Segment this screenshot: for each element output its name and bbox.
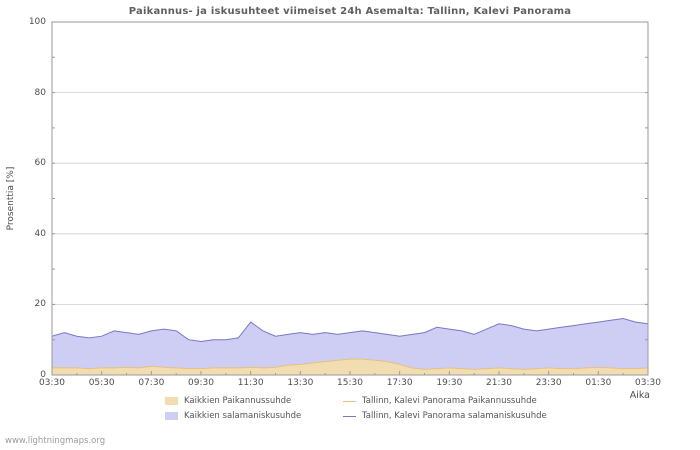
y-tick-label: 100 — [28, 17, 46, 27]
x-tick-label: 11:30 — [237, 378, 264, 388]
legend-item: Kaikkien Paikannussuhde — [165, 396, 343, 406]
y-tick-label: 20 — [34, 299, 46, 310]
x-tick-label: 01:30 — [585, 378, 612, 388]
legend: Kaikkien Paikannussuhde Tallinn, Kalevi P… — [165, 396, 547, 421]
legend-item: Tallinn, Kalevi Panorama Paikannussuhde — [343, 396, 547, 406]
y-tick-label: 40 — [34, 228, 46, 239]
series-area-2 — [52, 318, 648, 375]
y-tick-label: 0 — [40, 370, 46, 380]
x-tick-label: 21:30 — [486, 378, 512, 388]
legend-label: Kaikkien salamaniskusuhde — [184, 411, 302, 421]
x-tick-label: 05:30 — [88, 378, 115, 388]
x-tick-label: 23:30 — [535, 378, 562, 388]
legend-item: Kaikkien salamaniskusuhde — [165, 411, 343, 421]
plot-frame — [51, 21, 649, 376]
legend-area-swatch — [165, 412, 178, 420]
legend-area-swatch — [165, 397, 178, 405]
x-tick-label: 19:30 — [436, 378, 463, 388]
legend-line-swatch — [343, 400, 356, 402]
watermark-link[interactable]: www.lightningmaps.org — [5, 436, 106, 446]
x-tick-label: 17:30 — [386, 378, 413, 388]
legend-item: Tallinn, Kalevi Panorama salamaniskusuhd… — [343, 411, 547, 421]
x-axis-title: Aika — [629, 390, 650, 401]
x-tick-label: 15:30 — [337, 378, 363, 388]
x-tick-label: 03:30 — [39, 378, 65, 388]
legend-label: Tallinn, Kalevi Panorama salamaniskusuhd… — [362, 411, 547, 421]
legend-line-swatch — [343, 415, 356, 417]
x-tick-label: 09:30 — [188, 378, 214, 388]
y-tick-label: 60 — [34, 158, 46, 169]
x-tick-label: 13:30 — [287, 378, 314, 388]
chart-title: Paikannus- ja iskusuhteet viimeiset 24h … — [128, 6, 572, 17]
series-line-1 — [52, 358, 649, 370]
series-line-3 — [51, 317, 649, 343]
legend-label: Tallinn, Kalevi Panorama Paikannussuhde — [362, 396, 537, 406]
x-tick-label: 03:30 — [635, 378, 661, 388]
legend-label: Kaikkien Paikannussuhde — [184, 396, 292, 406]
y-tick-label: 80 — [34, 87, 46, 98]
x-tick-label: 07:30 — [138, 378, 165, 388]
